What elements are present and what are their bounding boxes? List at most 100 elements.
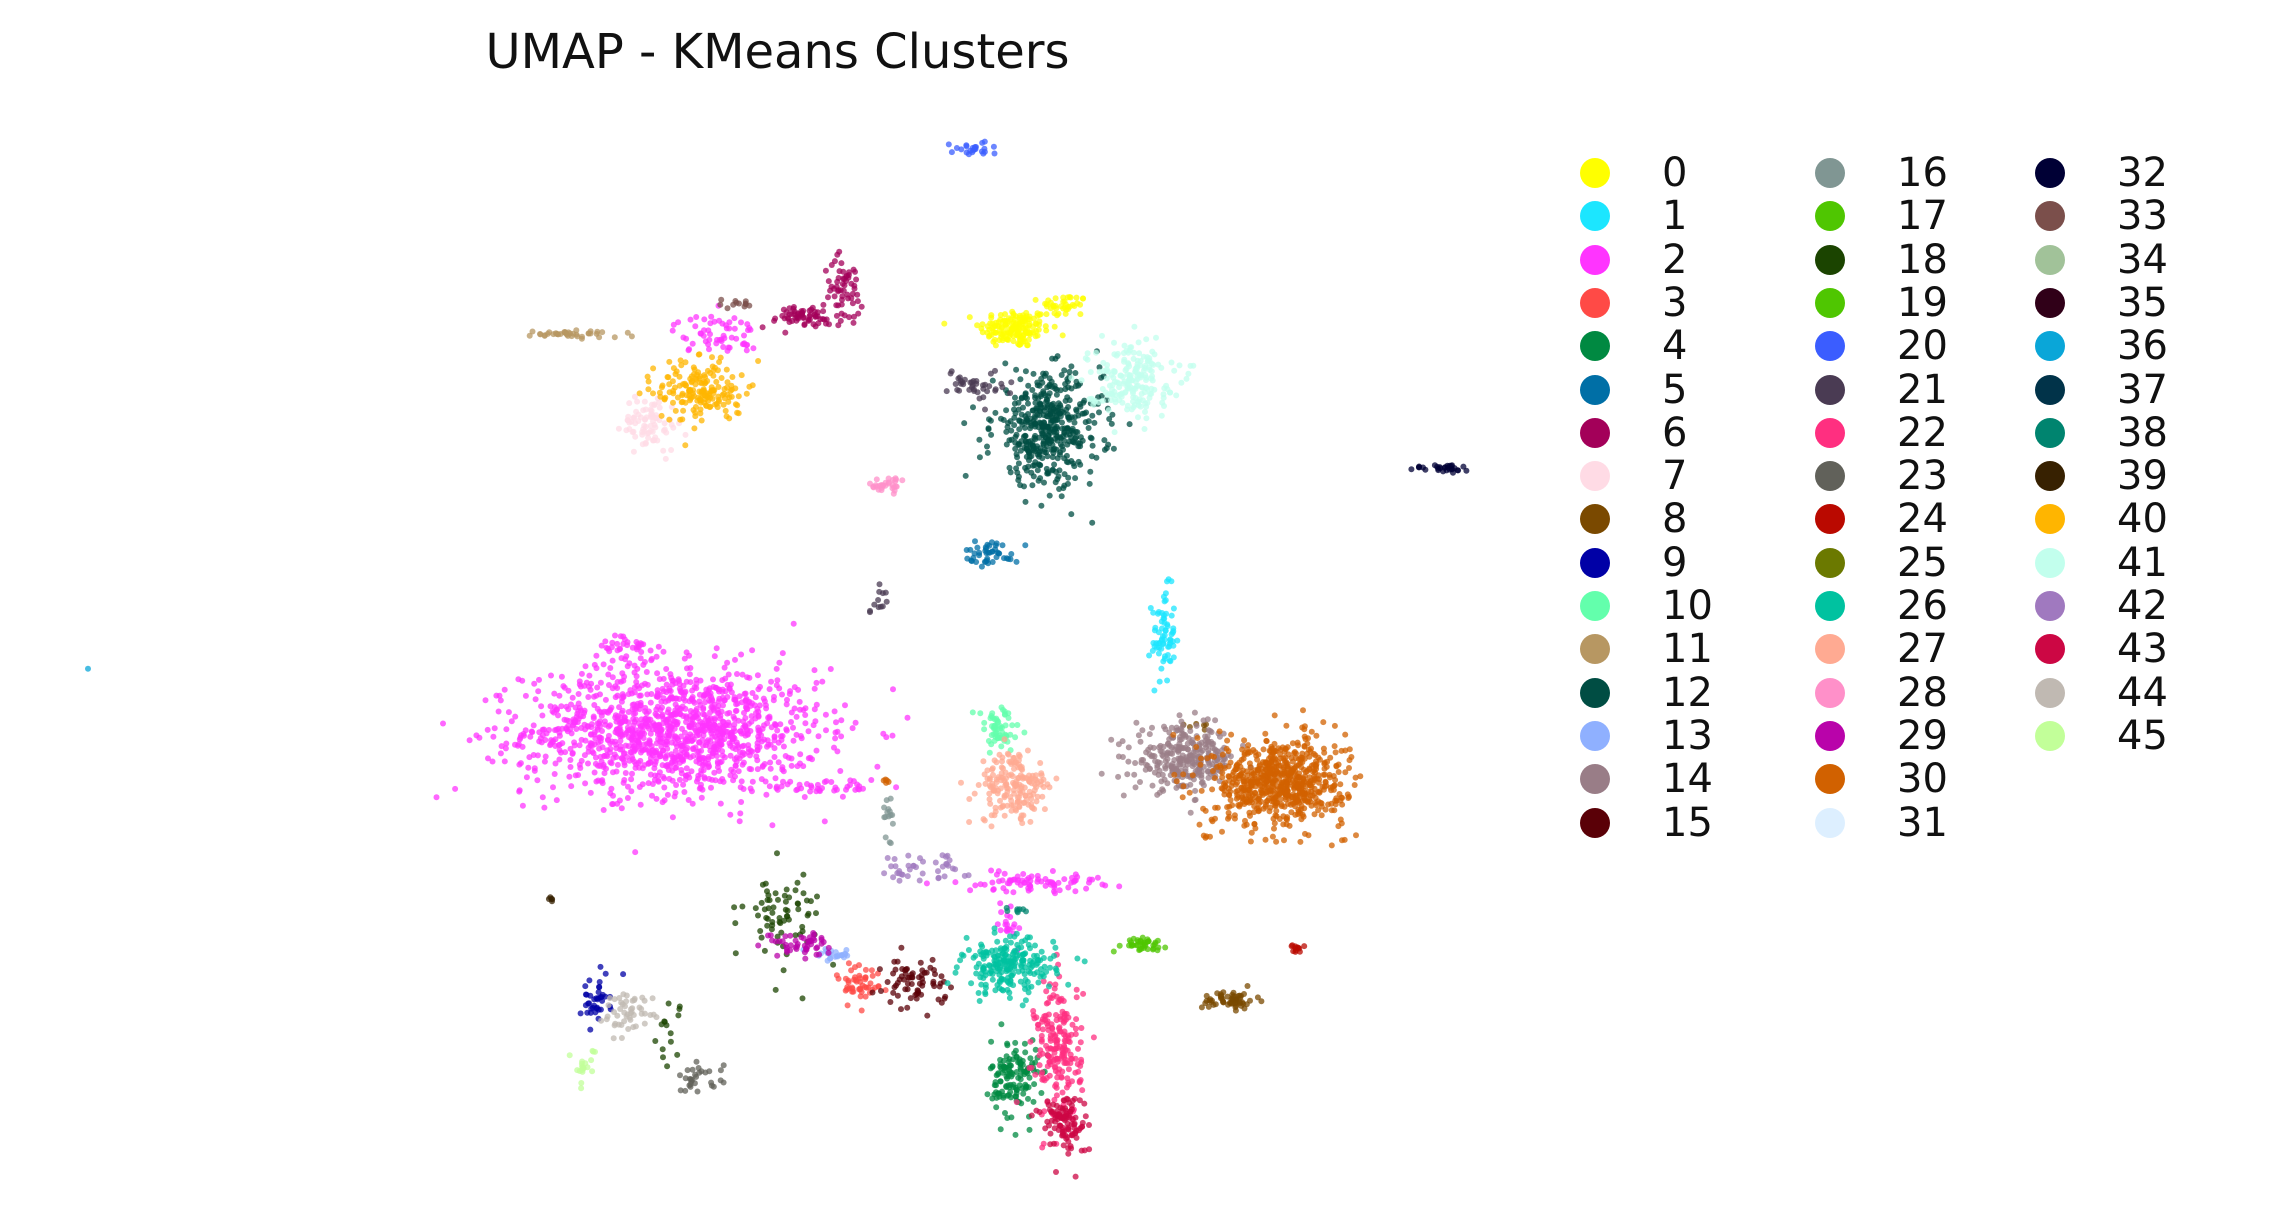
point xyxy=(1151,687,1158,694)
point xyxy=(871,601,878,608)
point xyxy=(1047,1045,1054,1052)
point xyxy=(731,716,738,722)
point xyxy=(838,733,845,740)
point xyxy=(615,425,622,432)
point xyxy=(770,904,777,911)
point xyxy=(997,316,1004,323)
point xyxy=(652,758,659,765)
point xyxy=(684,745,691,751)
point xyxy=(669,327,676,334)
point xyxy=(1206,997,1213,1004)
point xyxy=(973,964,980,971)
point xyxy=(989,1063,996,1070)
point xyxy=(1219,774,1226,781)
point xyxy=(856,986,863,993)
point xyxy=(1015,751,1022,758)
point xyxy=(1292,947,1299,954)
point xyxy=(976,395,983,402)
point xyxy=(1332,749,1339,756)
point xyxy=(1132,760,1139,766)
point xyxy=(575,700,582,707)
point xyxy=(1096,409,1102,416)
point xyxy=(1241,801,1248,807)
point xyxy=(1119,738,1126,745)
point xyxy=(754,766,761,773)
point xyxy=(586,977,593,984)
point xyxy=(726,709,733,716)
point xyxy=(1293,793,1300,799)
point xyxy=(503,726,510,733)
point xyxy=(774,952,781,959)
point xyxy=(1176,734,1183,741)
point xyxy=(1304,750,1310,757)
point xyxy=(1263,789,1270,796)
point xyxy=(1025,1084,1032,1091)
point xyxy=(957,957,964,964)
point xyxy=(696,756,703,762)
point xyxy=(755,736,762,743)
point xyxy=(945,141,952,148)
point xyxy=(927,964,934,971)
point xyxy=(919,967,926,974)
point xyxy=(1227,788,1234,795)
point xyxy=(1006,464,1013,471)
point xyxy=(1072,475,1079,482)
point xyxy=(575,772,582,778)
point xyxy=(767,765,774,772)
point xyxy=(1005,751,1012,758)
point xyxy=(578,335,585,342)
point xyxy=(996,985,1003,991)
point xyxy=(1293,777,1300,783)
point xyxy=(769,909,776,916)
point xyxy=(1086,480,1093,487)
point xyxy=(630,722,637,729)
point xyxy=(1053,305,1060,312)
point xyxy=(608,644,615,651)
point xyxy=(633,673,640,680)
point xyxy=(660,688,667,695)
point xyxy=(570,716,577,723)
point xyxy=(1009,972,1015,979)
point xyxy=(729,738,736,745)
point xyxy=(739,903,746,910)
point xyxy=(992,409,999,416)
point xyxy=(1186,789,1193,796)
point xyxy=(1055,473,1062,480)
cluster-32-points xyxy=(1408,462,1470,476)
point xyxy=(555,331,562,338)
point xyxy=(1027,1055,1034,1062)
point xyxy=(645,780,652,787)
point xyxy=(1065,884,1072,891)
point xyxy=(636,692,643,699)
point xyxy=(1008,962,1015,969)
point xyxy=(609,657,616,664)
point xyxy=(1320,745,1327,752)
point xyxy=(830,961,837,968)
point xyxy=(1342,731,1349,738)
point xyxy=(1050,938,1057,945)
point xyxy=(1078,1059,1085,1066)
point xyxy=(1044,438,1051,445)
point xyxy=(988,1038,995,1045)
point xyxy=(1075,1045,1081,1052)
point xyxy=(587,1026,594,1033)
point xyxy=(938,973,945,980)
point xyxy=(1076,1079,1083,1086)
point xyxy=(577,713,584,720)
point xyxy=(640,735,647,742)
point xyxy=(1120,792,1127,799)
point xyxy=(947,370,954,377)
point xyxy=(667,671,674,678)
point xyxy=(1205,1003,1212,1010)
point xyxy=(988,968,995,975)
point xyxy=(754,757,761,764)
point xyxy=(1039,1026,1046,1033)
point xyxy=(1061,1051,1068,1058)
point xyxy=(759,324,766,331)
point xyxy=(1260,746,1267,753)
point xyxy=(1054,353,1061,360)
point xyxy=(1075,1068,1082,1075)
point xyxy=(1302,830,1308,837)
point xyxy=(610,792,616,799)
point xyxy=(624,795,631,801)
